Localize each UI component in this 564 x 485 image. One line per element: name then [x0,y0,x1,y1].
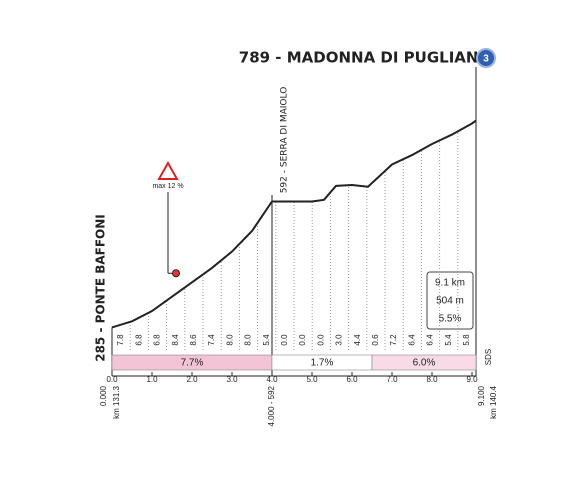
slope-label: 3.0 [335,334,344,346]
info-gradient: 5.5% [439,314,462,325]
x-tick-label: 1.0 [146,375,158,384]
x-tick-label: 6.0 [346,375,358,384]
slope-label: 6.8 [134,334,143,346]
warning-icon [157,160,179,180]
stage-badge [476,48,496,68]
slope-label: 8.0 [225,334,234,346]
slope-label: 8.4 [171,334,180,346]
x-tick-label: 8.0 [426,375,438,384]
slope-label: 4.4 [353,334,362,346]
x-tick-label: 9.0 [466,375,478,384]
section-label: 6.0% [413,358,436,369]
bottom-label: 4.000 - 592 [267,385,276,426]
slope-label: 5.8 [462,334,471,346]
info-box [426,271,474,330]
bottom-label: 0.000 [99,385,108,406]
info-gain: 504 m [436,296,464,307]
slope-label: 6.8 [153,334,162,346]
grid [129,120,459,350]
x-tick-label: 7.0 [386,375,398,384]
slope-label: 0.0 [298,334,307,346]
section-label: 1.7% [311,358,334,369]
annotation-label: max 12 % [152,183,183,190]
x-tick-label: 0.0 [106,375,118,384]
slope-label: 8.0 [244,334,253,346]
slope-label: 6.4 [407,334,416,346]
section-label: 7.7% [181,358,204,369]
slope-label: 5.4 [262,334,271,346]
annotation-point [172,269,180,278]
x-tick-label: 3.0 [226,375,238,384]
slope-label: 7.2 [389,334,398,346]
bottom-label: 9.100 [477,385,486,406]
info-distance: 9.1 km [435,278,465,289]
section-bar [371,354,477,371]
bottom-label: km 131.3 [112,385,121,418]
logo: SDS [484,349,493,365]
slope-label: 0.0 [316,334,325,346]
slope-label: 5.4 [444,334,453,346]
bottom-label: km 140.4 [489,385,498,418]
slope-label: 0.0 [280,334,289,346]
x-tick-label: 4.0 [266,375,278,384]
summit-label: 592 - SERRA DI MAIOLO [280,87,290,194]
chart-title: 789 - MADONNA DI PUGLIANO [239,49,491,67]
slope-label: 8.6 [189,334,198,346]
profile-line [111,119,477,329]
x-tick-label: 5.0 [306,375,318,384]
slope-label: 7.4 [207,334,216,346]
slope-label: 7.8 [116,334,125,346]
slope-label: 0.6 [371,334,380,346]
stage-badge-text: 3 [483,54,489,65]
slope-label: 6.4 [426,334,435,346]
start-label: 285 - PONTE BAFFONI [94,214,108,362]
x-tick-label: 2.0 [186,375,198,384]
